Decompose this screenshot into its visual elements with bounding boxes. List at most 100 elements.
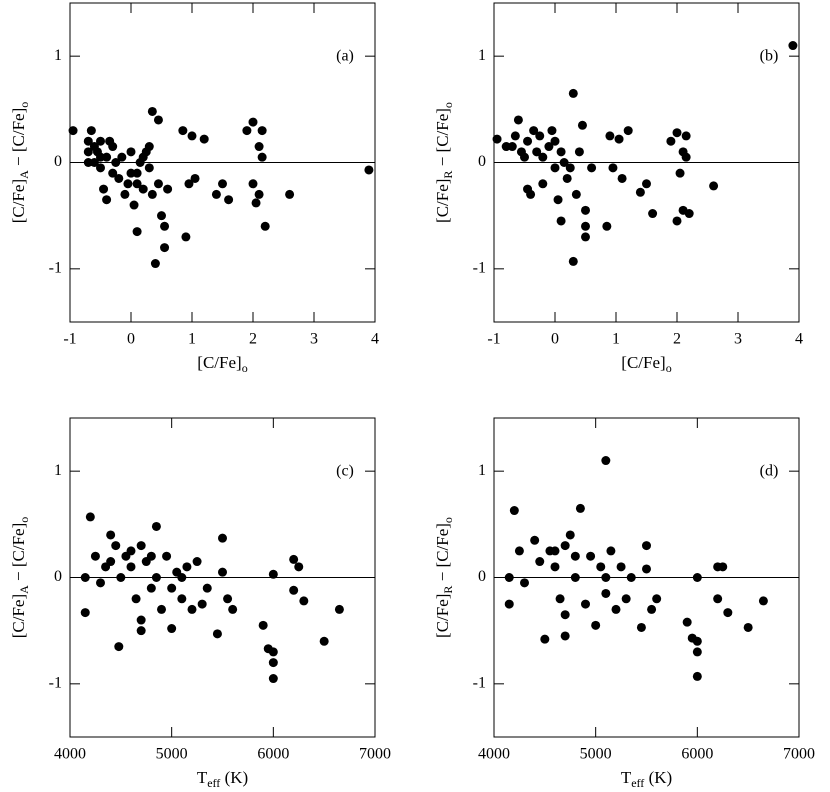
point [692, 647, 702, 657]
point [538, 152, 548, 162]
point [672, 216, 682, 226]
point [114, 642, 124, 652]
point [642, 541, 651, 551]
point [102, 195, 112, 205]
point [285, 189, 295, 199]
point [68, 126, 78, 136]
y-tick-label: -1 [49, 260, 62, 277]
label-part: [C/Fe] [621, 353, 665, 372]
point [106, 530, 116, 540]
label-part: − [C/Fe] [433, 523, 452, 585]
point [218, 533, 227, 543]
point [157, 604, 166, 614]
point [608, 163, 618, 173]
subscript: R [441, 586, 455, 594]
point [187, 604, 197, 614]
x-tick-label: 2 [249, 331, 257, 348]
point [530, 535, 540, 545]
point [526, 189, 536, 199]
point [117, 152, 127, 162]
point [167, 624, 177, 634]
axis-label: [C/Fe]o [197, 353, 247, 375]
point [581, 221, 590, 231]
point [181, 232, 191, 242]
point [642, 179, 651, 189]
x-tick-label: 6000 [257, 746, 289, 763]
point [151, 521, 161, 531]
point [523, 136, 533, 146]
y-tick-label: 1 [54, 47, 62, 64]
y-tick-label: 0 [478, 568, 486, 585]
point [136, 541, 146, 551]
point [581, 232, 590, 242]
subscript: A [17, 585, 31, 594]
subscript: eff [631, 776, 644, 790]
point [254, 142, 264, 152]
point [80, 608, 90, 618]
point [132, 168, 142, 178]
point [126, 546, 136, 556]
point [570, 573, 580, 582]
point [635, 187, 645, 197]
point [108, 168, 118, 178]
point [289, 585, 299, 595]
panel: 4000 5000 6000 7000 -1 0 1 (c) [49, 417, 391, 763]
point [111, 541, 121, 551]
point [642, 564, 651, 574]
point [218, 179, 227, 189]
x-tick-label: -1 [487, 331, 500, 348]
subscript: o [441, 517, 455, 523]
y-tick-label: 1 [54, 462, 62, 479]
label-part: T [197, 768, 208, 787]
point [187, 131, 197, 141]
point [758, 596, 768, 606]
point [197, 599, 207, 609]
point [218, 567, 227, 577]
point [611, 604, 621, 614]
point [258, 620, 268, 630]
point [138, 152, 148, 162]
point [80, 573, 90, 582]
point [556, 147, 566, 157]
point [160, 243, 170, 253]
point [319, 636, 329, 646]
point [550, 136, 560, 146]
point [132, 227, 142, 237]
subscript: A [17, 170, 31, 179]
x-tick-label: 4000 [478, 746, 510, 763]
point [556, 216, 566, 226]
point [162, 551, 172, 561]
point [675, 168, 685, 178]
point [550, 163, 560, 173]
y-tick-label: 0 [478, 153, 486, 170]
point [626, 573, 636, 582]
point [90, 551, 100, 561]
point [182, 562, 192, 572]
point [136, 626, 146, 636]
point [535, 557, 545, 567]
point [596, 562, 606, 572]
y-tick-label: 0 [54, 568, 62, 585]
label-part: [C/Fe] [197, 353, 241, 372]
x-tick-label: -1 [63, 331, 76, 348]
point [153, 115, 163, 125]
point [257, 152, 267, 162]
point [540, 634, 550, 644]
label-part: [C/Fe] [9, 594, 28, 638]
point [538, 179, 548, 189]
point [562, 173, 572, 183]
point [723, 608, 733, 618]
point [99, 184, 109, 194]
label-part: − [C/Fe] [433, 108, 452, 170]
point [242, 126, 252, 136]
point [184, 179, 194, 189]
point [177, 573, 187, 582]
subscript: o [17, 102, 31, 108]
label-part: − [C/Fe] [9, 523, 28, 585]
point [192, 557, 202, 567]
point [666, 136, 676, 146]
point [581, 205, 590, 215]
subscript: o [242, 361, 248, 375]
point [520, 578, 529, 588]
